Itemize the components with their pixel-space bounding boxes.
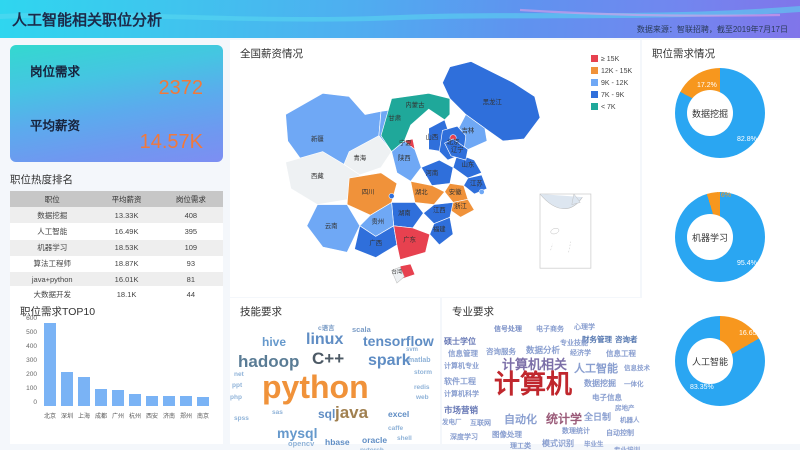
svg-text:安徽: 安徽 bbox=[449, 187, 462, 196]
svg-text:陕西: 陕西 bbox=[398, 153, 411, 162]
svg-text:四川: 四川 bbox=[362, 188, 375, 196]
svg-text:福建: 福建 bbox=[433, 224, 446, 233]
svg-text:贵州: 贵州 bbox=[371, 217, 384, 226]
svg-text:湖南: 湖南 bbox=[398, 208, 411, 217]
svg-text:≥ 15K: ≥ 15K bbox=[601, 56, 620, 63]
svg-text:吉林: 吉林 bbox=[462, 126, 475, 135]
svg-text:北京: 北京 bbox=[447, 137, 460, 146]
svg-text:青海: 青海 bbox=[353, 153, 366, 162]
svg-text:辽宁: 辽宁 bbox=[451, 145, 464, 154]
svg-text:12K - 15K: 12K - 15K bbox=[601, 68, 632, 75]
svg-text:7K - 9K: 7K - 9K bbox=[601, 92, 625, 99]
svg-text:江西: 江西 bbox=[433, 206, 446, 214]
svg-text:内蒙古: 内蒙古 bbox=[405, 100, 425, 109]
svg-text:9K - 12K: 9K - 12K bbox=[601, 80, 629, 87]
svg-text:新疆: 新疆 bbox=[311, 134, 324, 143]
svg-text:黑龙江: 黑龙江 bbox=[483, 97, 503, 106]
svg-text:江苏: 江苏 bbox=[470, 179, 483, 188]
svg-text:山东: 山东 bbox=[462, 159, 475, 168]
svg-text:< 7K: < 7K bbox=[601, 104, 616, 111]
svg-text:宁夏: 宁夏 bbox=[399, 138, 412, 147]
svg-text:广东: 广东 bbox=[403, 235, 416, 244]
svg-text:河南: 河南 bbox=[426, 168, 439, 177]
svg-text:浙江: 浙江 bbox=[454, 201, 467, 210]
svg-text:云南: 云南 bbox=[325, 221, 338, 230]
svg-text:湖北: 湖北 bbox=[415, 187, 428, 196]
svg-text:甘肃: 甘肃 bbox=[388, 113, 401, 122]
svg-text:西藏: 西藏 bbox=[311, 171, 324, 180]
svg-text:山西: 山西 bbox=[426, 132, 439, 141]
svg-text:台湾: 台湾 bbox=[392, 268, 403, 276]
svg-text:广西: 广西 bbox=[369, 238, 382, 247]
